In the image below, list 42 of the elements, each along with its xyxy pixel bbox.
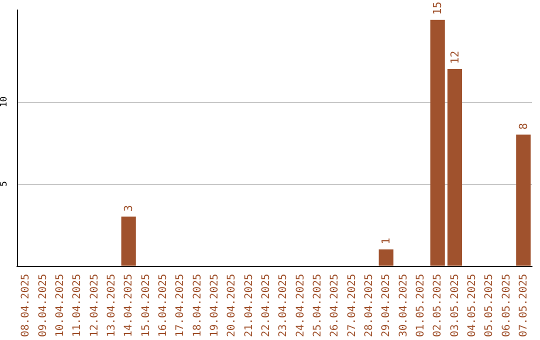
x-tick-label: 18.04.2025 (191, 274, 204, 338)
data-label: 15 (431, 2, 444, 15)
y-tick-label: 5 (0, 181, 10, 187)
y-tick-label: 10 (0, 96, 10, 108)
x-tick-label: 01.05.2025 (414, 274, 426, 338)
x-tick-label: 17.04.2025 (174, 274, 186, 338)
x-tick-label: 07.05.2025 (517, 274, 530, 338)
x-tick-label: 11.04.2025 (71, 274, 84, 338)
x-tick-label: 22.04.2025 (260, 274, 272, 338)
x-tick-label: 24.04.2025 (294, 274, 306, 338)
x-tick-label: 29.04.2025 (380, 274, 392, 338)
x-tick-label: 03.05.2025 (448, 274, 461, 338)
x-tick-label: 15.04.2025 (140, 274, 152, 338)
x-tick-label: 09.04.2025 (36, 274, 49, 338)
data-label: 8 (516, 122, 530, 130)
x-tick-label: 25.04.2025 (311, 274, 324, 338)
x-tick-label: 16.04.2025 (156, 274, 169, 338)
data-label: 1 (380, 238, 393, 244)
data-label: 3 (122, 204, 136, 212)
bar (378, 249, 394, 266)
x-tick-label: 21.04.2025 (242, 274, 255, 338)
x-tick-label: 19.04.2025 (208, 274, 220, 338)
x-tick-label: 23.04.2025 (277, 274, 290, 338)
x-tick-label: 28.04.2025 (362, 274, 375, 338)
x-tick-label: 13.04.2025 (105, 274, 118, 338)
x-tick-label: 30.04.2025 (397, 274, 410, 338)
data-label: 12 (448, 50, 462, 64)
x-tick-label: 02.05.2025 (432, 274, 444, 338)
bar (121, 216, 136, 266)
x-tick-label: 26.04.2025 (328, 274, 341, 338)
bar (430, 20, 445, 266)
x-tick-label: 04.05.2025 (466, 274, 478, 338)
x-tick-label: 12.04.2025 (88, 274, 100, 338)
bar (447, 69, 462, 266)
x-tick-label: 27.04.2025 (346, 274, 358, 338)
x-tick-label: 20.04.2025 (226, 274, 238, 338)
x-tick-label: 14.04.2025 (122, 274, 135, 338)
x-tick-label: 05.05.2025 (483, 274, 496, 338)
x-tick-label: 06.05.2025 (500, 274, 512, 338)
bar (516, 134, 531, 266)
x-tick-label: 10.04.2025 (54, 274, 66, 338)
x-tick-label: 08.04.2025 (20, 274, 32, 338)
